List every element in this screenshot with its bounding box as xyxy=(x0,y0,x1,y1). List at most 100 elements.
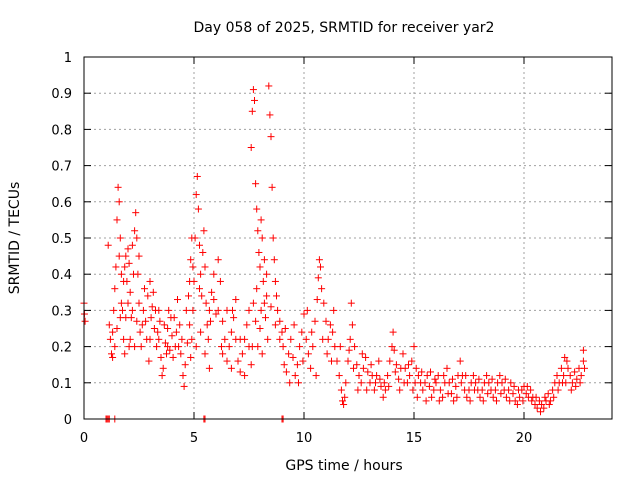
data-point xyxy=(212,310,220,318)
data-point xyxy=(214,306,222,314)
data-point xyxy=(247,144,255,151)
data-point xyxy=(567,386,575,394)
data-point xyxy=(291,372,299,380)
data-point xyxy=(138,321,146,329)
data-point xyxy=(344,357,352,365)
data-point xyxy=(452,382,460,390)
y-tick-label: 0.2 xyxy=(51,341,72,356)
data-point xyxy=(112,263,120,271)
data-point xyxy=(139,306,147,314)
y-tick-label: 0 xyxy=(64,413,72,428)
data-point xyxy=(351,343,359,351)
data-point xyxy=(471,386,478,394)
data-point xyxy=(141,285,148,293)
data-point xyxy=(373,372,381,380)
data-point xyxy=(144,292,152,300)
data-point xyxy=(191,234,199,242)
data-point xyxy=(510,382,518,390)
data-point xyxy=(108,350,115,358)
data-point xyxy=(412,364,420,372)
data-point xyxy=(258,234,266,242)
data-point xyxy=(336,343,344,351)
data-point xyxy=(203,321,211,329)
data-point xyxy=(304,350,312,358)
data-point xyxy=(295,379,302,387)
data-point xyxy=(507,379,515,387)
data-point xyxy=(196,285,203,293)
data-point xyxy=(230,314,238,322)
data-point xyxy=(358,350,366,358)
data-point xyxy=(270,256,278,264)
data-point xyxy=(251,96,258,104)
data-point xyxy=(312,372,320,380)
data-point xyxy=(523,382,531,390)
data-point xyxy=(249,299,257,307)
data-point xyxy=(178,335,186,343)
data-point xyxy=(115,252,123,260)
data-point xyxy=(113,216,121,224)
data-point xyxy=(298,328,306,336)
data-point xyxy=(318,285,326,293)
data-point xyxy=(111,285,119,293)
data-point xyxy=(260,299,268,307)
data-point xyxy=(181,361,189,369)
data-point xyxy=(187,353,195,361)
data-point xyxy=(116,314,124,322)
y-tick-label: 0.7 xyxy=(51,160,72,175)
data-point xyxy=(234,357,242,365)
data-point xyxy=(475,375,483,383)
data-point xyxy=(557,364,565,372)
plot-frame xyxy=(83,56,613,420)
data-point xyxy=(370,386,378,394)
data-point xyxy=(116,234,124,242)
data-point xyxy=(576,379,584,387)
data-point xyxy=(188,335,196,343)
data-point xyxy=(247,361,255,369)
data-point xyxy=(309,343,317,351)
data-point xyxy=(533,404,541,412)
data-point xyxy=(527,386,535,394)
data-point xyxy=(281,325,289,332)
data-point xyxy=(266,111,274,119)
data-point xyxy=(425,382,433,390)
data-point xyxy=(553,372,561,380)
data-point xyxy=(339,397,346,405)
data-point xyxy=(286,379,294,387)
data-point xyxy=(253,205,261,213)
data-point xyxy=(110,306,118,314)
x-tick-label: 5 xyxy=(190,431,198,446)
data-point xyxy=(265,82,273,90)
y-tick-label: 0.1 xyxy=(51,377,72,392)
data-point xyxy=(359,364,367,372)
data-point xyxy=(109,328,117,336)
data-point xyxy=(227,364,235,372)
data-point xyxy=(513,401,521,409)
data-point xyxy=(395,375,403,383)
data-point xyxy=(484,390,492,398)
data-point xyxy=(221,335,229,343)
data-point xyxy=(326,321,334,329)
data-point xyxy=(133,317,141,325)
data-point xyxy=(172,328,180,336)
data-point xyxy=(384,372,392,380)
data-point xyxy=(196,241,203,249)
data-point xyxy=(296,343,304,351)
data-point xyxy=(385,382,393,390)
data-point xyxy=(136,328,144,336)
data-point xyxy=(377,382,385,390)
data-point xyxy=(431,375,439,383)
data-point xyxy=(302,335,310,343)
data-point xyxy=(252,317,260,325)
data-point xyxy=(156,317,164,325)
data-point xyxy=(290,321,298,329)
data-point xyxy=(185,292,192,300)
data-point xyxy=(400,379,408,387)
data-point xyxy=(115,198,123,206)
data-point xyxy=(463,393,471,401)
data-point xyxy=(423,372,431,380)
data-point xyxy=(164,343,172,351)
data-point xyxy=(122,252,130,260)
data-point xyxy=(485,379,493,387)
data-point xyxy=(532,393,540,401)
data-point xyxy=(432,379,440,387)
